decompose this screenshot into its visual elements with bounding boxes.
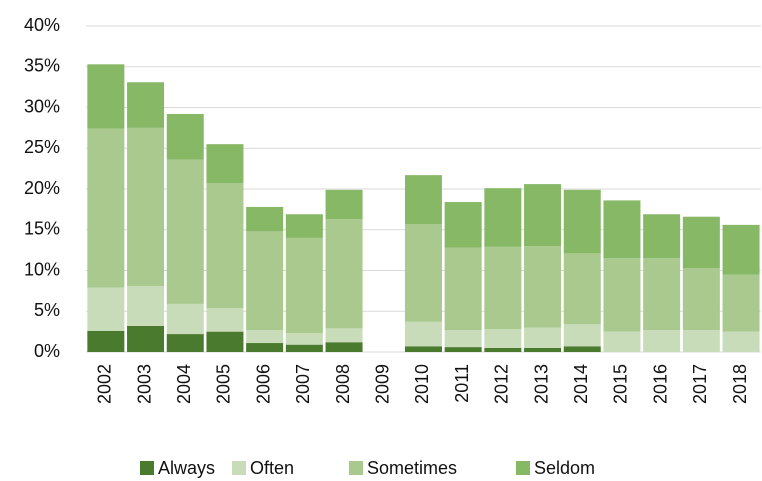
legend-label: Always <box>158 458 215 478</box>
bar-segment <box>166 334 204 352</box>
y-tick-label: 20% <box>24 178 60 198</box>
bar-segment <box>603 200 641 259</box>
bar-segment <box>166 114 204 160</box>
bar-segment <box>285 344 323 352</box>
bar-segment <box>325 189 363 220</box>
x-tick-label: 2010 <box>412 364 432 404</box>
x-tick-label: 2006 <box>253 364 273 404</box>
bar-segment <box>325 328 363 343</box>
y-tick-label: 30% <box>24 96 60 116</box>
bar-segment <box>404 346 442 352</box>
legend-swatch <box>516 461 530 475</box>
y-tick-label: 35% <box>24 56 60 76</box>
bar-segment <box>563 189 601 254</box>
bar-segment <box>285 237 323 334</box>
x-tick-label: 2011 <box>452 364 472 403</box>
bar-segment <box>87 287 125 331</box>
bar-segment <box>206 331 244 352</box>
bar-segment <box>603 258 641 332</box>
y-tick-label: 40% <box>24 15 60 35</box>
bar-segment <box>87 64 125 129</box>
x-tick-label: 2008 <box>333 364 353 404</box>
y-tick-label: 10% <box>24 259 60 279</box>
bar-segment <box>603 331 641 352</box>
bar-segment <box>444 202 482 248</box>
bar-segment <box>246 329 284 344</box>
legend-label: Seldom <box>534 458 595 478</box>
y-tick-label: 5% <box>34 300 60 320</box>
x-tick-label: 2005 <box>214 364 234 404</box>
bar-segment <box>643 258 681 330</box>
bar-segment <box>127 82 165 128</box>
bar-segment <box>722 274 760 332</box>
y-tick-label: 0% <box>34 341 60 361</box>
bar-segment <box>682 268 720 330</box>
bar-segment <box>285 214 323 238</box>
bar-segment <box>246 206 284 232</box>
bar-segment <box>246 231 284 330</box>
x-tick-label: 2014 <box>571 364 591 404</box>
bar-segment <box>524 184 562 247</box>
bar-segment <box>444 347 482 352</box>
bar-segment <box>682 216 720 269</box>
bar-segment <box>166 159 204 304</box>
bar-segment <box>404 175 442 225</box>
bar-segment <box>325 342 363 352</box>
bar-segment <box>166 303 204 335</box>
x-tick-label: 2007 <box>293 364 313 404</box>
bar-segment <box>206 307 244 332</box>
bar-segment <box>87 330 125 352</box>
bar-segment <box>524 327 562 348</box>
bar-segment <box>682 329 720 352</box>
bar-segment <box>722 224 760 275</box>
legend-label: Often <box>250 458 294 478</box>
bar-segment <box>563 324 601 347</box>
y-tick-label: 25% <box>24 137 60 157</box>
x-tick-label: 2002 <box>95 364 115 404</box>
legend-swatch <box>349 461 363 475</box>
bar-segment <box>563 346 601 352</box>
x-tick-label: 2015 <box>611 364 631 404</box>
bar-segment <box>404 321 442 347</box>
x-tick-label: 2003 <box>134 364 154 404</box>
bar-segment <box>127 325 165 352</box>
bar-segment <box>524 347 562 352</box>
x-tick-label: 2004 <box>174 364 194 404</box>
x-tick-label: 2009 <box>373 364 393 404</box>
bar-segment <box>484 347 522 352</box>
bar-segment <box>206 144 244 184</box>
legend-label: Sometimes <box>367 458 457 478</box>
bar-segment <box>127 127 165 286</box>
x-tick-label: 2017 <box>690 364 710 404</box>
x-tick-label: 2016 <box>650 364 670 404</box>
bar-segment <box>444 247 482 330</box>
x-tick-label: 2012 <box>492 364 512 404</box>
bar-segment <box>563 253 601 325</box>
x-tick-label: 2018 <box>730 364 750 404</box>
bar-segment <box>484 246 522 330</box>
bar-segment <box>484 329 522 348</box>
bar-segment <box>524 246 562 328</box>
y-tick-label: 15% <box>24 219 60 239</box>
bar-segment <box>643 329 681 352</box>
bar-segment <box>285 333 323 345</box>
bar-segment <box>404 224 442 322</box>
bar-segment <box>722 331 760 352</box>
legend-swatch <box>232 461 246 475</box>
bar-segment <box>325 219 363 329</box>
bar-segment <box>127 285 165 326</box>
bar-segment <box>444 329 482 348</box>
bar-segment <box>643 214 681 259</box>
bar-segment <box>246 343 284 352</box>
bar-segment <box>484 188 522 247</box>
legend-swatch <box>140 461 154 475</box>
bar-segment <box>87 128 125 288</box>
bar-segment <box>206 183 244 308</box>
x-tick-label: 2013 <box>531 364 551 404</box>
